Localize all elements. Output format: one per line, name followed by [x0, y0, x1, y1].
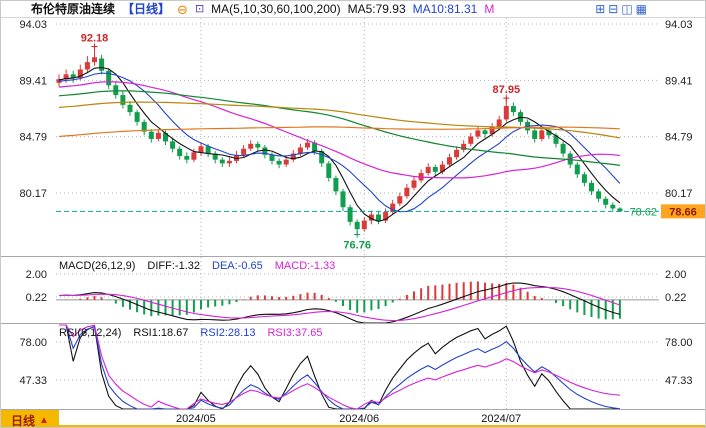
period-tag: 【日线】 [122, 1, 171, 16]
ma30-line [58, 81, 620, 179]
y-tick-left: 80.17 [19, 188, 47, 200]
ma30-value-truncated: M [484, 1, 495, 16]
y-tick-right: 89.41 [665, 75, 693, 87]
macd-hist-value: MACD:-1.33 [274, 260, 336, 272]
macd-params: MACD(26,12,9) [59, 260, 136, 272]
up-arrow-icon: ▲ [39, 414, 49, 426]
y-tick-left: 0.22 [26, 292, 47, 304]
y-tick-left: 78.00 [19, 337, 47, 349]
rsi2-line [59, 324, 620, 410]
rsi2-value: RSI2:28.13 [200, 327, 256, 339]
y-tick-left: 2.00 [26, 269, 47, 281]
ma10-value: MA10:81.31 [412, 1, 478, 16]
x-axis: 2024/05 2024/06 2024/07 [1, 410, 705, 427]
high-annotation: 92.18 [81, 33, 109, 45]
rsi1-value: RSI1:18.67 [133, 327, 189, 339]
y-tick-right: 78.00 [665, 337, 693, 349]
period-tab-label: 日线 [11, 413, 36, 428]
macd-dea-value: DEA:-0.65 [212, 260, 263, 272]
current-price-label: 78.62 [629, 206, 657, 218]
macd-panel[interactable]: MACD(26,12,9) DIFF:-1.32 DEA:-0.65 MACD:… [1, 256, 706, 324]
macd-histogram [58, 281, 621, 320]
y-tick-right: 94.03 [665, 19, 693, 31]
rsi-params: RSI(6,12,24) [59, 327, 122, 339]
rsi3-line [59, 324, 620, 410]
chart-header: 布伦特原油连续 【日线】 ⊖ ⊡ MA(5,10,30,60,100,200) … [1, 1, 705, 18]
candlestick-chart[interactable]: 94.03 94.03 89.41 89.41 84.79 84.79 80.17 80.17… [1, 18, 706, 256]
y-tick-left: 94.03 [19, 19, 47, 31]
x-axis-label: 2024/05 [176, 413, 216, 425]
y-tick-left: 89.41 [19, 75, 47, 87]
last-price-badge-text: 78.66 [669, 206, 697, 218]
layout-rows-icon[interactable]: ⊟ [608, 2, 619, 16]
x-axis-label: 2024/06 [339, 413, 380, 425]
y-tick-right: 84.79 [665, 132, 693, 144]
layout-columns-icon[interactable]: ◫ [621, 2, 633, 16]
layout-buttons: ⊞ ⊟ ◫ ▦ [595, 1, 647, 18]
main-chart-panel[interactable]: 94.03 94.03 89.41 89.41 84.79 84.79 80.17 80.17… [1, 18, 705, 256]
ma10-line [58, 72, 621, 213]
y-tick-right: 80.17 [665, 188, 693, 200]
instrument-title: 布伦特原油连续 [31, 1, 116, 16]
macd-chart[interactable]: 2.00 2.00 0.22 0.22 [1, 257, 706, 324]
layout-cells-icon[interactable]: ▦ [635, 2, 647, 16]
period-tab[interactable]: 日线 ▲ [1, 410, 59, 428]
ma5-value: MA5:79.93 [347, 1, 406, 16]
dea-line [59, 286, 621, 322]
y-tick-right: 0.22 [665, 292, 686, 304]
y-tick-left: 47.33 [19, 375, 47, 387]
rsi3-value: RSI3:37.65 [267, 327, 323, 339]
last-price-badge [661, 204, 705, 219]
x-axis-label: 2024/07 [481, 413, 522, 425]
layout-grid-icon[interactable]: ⊞ [595, 2, 606, 16]
high-annotation: 87.95 [493, 84, 521, 96]
ma200-line [58, 126, 620, 138]
y-tick-right: 2.00 [665, 269, 686, 281]
ma-legend-label: MA(5,10,30,60,100,200) [211, 1, 341, 16]
macd-diff-value: DIFF:-1.32 [147, 260, 200, 272]
collapse-icon[interactable]: ⊖ [177, 1, 188, 17]
status-bar: 2024/05 2024/06 2024/07 日线 ▲ [1, 409, 705, 428]
low-annotation: 76.76 [343, 240, 371, 252]
y-tick-left: 84.79 [19, 132, 47, 144]
candles-layer [56, 46, 623, 235]
ma60-line [58, 90, 620, 166]
macd-label-row: MACD(26,12,9) DIFF:-1.32 DEA:-0.65 MACD:… [59, 260, 335, 272]
y-tick-right: 47.33 [665, 375, 693, 387]
diff-line [58, 282, 621, 324]
bottom-strip [1, 425, 705, 427]
ma5-line [58, 66, 621, 222]
rsi-panel[interactable]: RSI(6,12,24) RSI1:18.67 RSI2:28.13 RSI3:… [1, 323, 705, 410]
ma-settings-icon[interactable]: ⊡ [194, 2, 205, 15]
rsi-label-row: RSI(6,12,24) RSI1:18.67 RSI2:28.13 RSI3:… [59, 327, 323, 339]
